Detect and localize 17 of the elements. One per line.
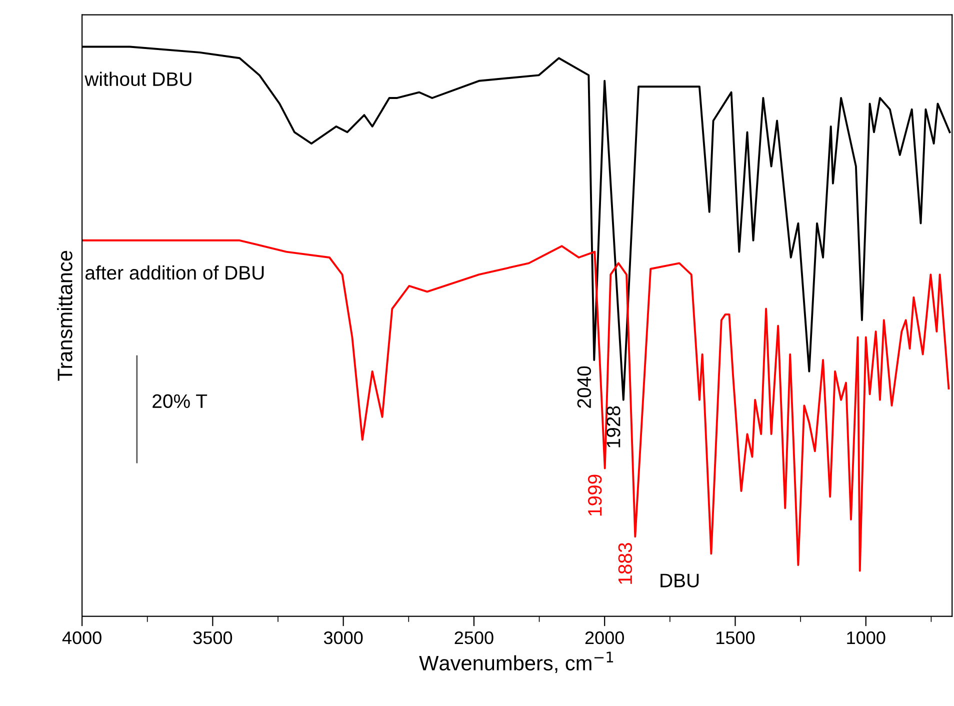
x-tick-label: 4000 — [62, 631, 102, 644]
annotation: 1999 — [588, 474, 602, 516]
annotation: 2040 — [577, 366, 592, 408]
annotation: DBU — [660, 574, 699, 588]
x-tick-label: 1500 — [716, 631, 755, 644]
series-label: after addition of DBU — [85, 265, 264, 280]
series-label: without DBU — [84, 72, 192, 86]
x-tick-label: 3000 — [324, 631, 363, 644]
x-tick-label: 1000 — [847, 631, 886, 644]
annotation: 1883 — [618, 543, 632, 584]
x-tick-label: 3500 — [193, 631, 232, 644]
x-axis-title: Wavenumbers, cm$^{−1}$ — [419, 652, 614, 673]
annotation: 1928 — [606, 406, 620, 448]
x-tick-label: 2000 — [585, 631, 624, 644]
y-axis-title: Transmittance — [57, 250, 72, 381]
annotation: 20% T — [152, 394, 208, 408]
x-tick-label: 2500 — [454, 631, 494, 644]
